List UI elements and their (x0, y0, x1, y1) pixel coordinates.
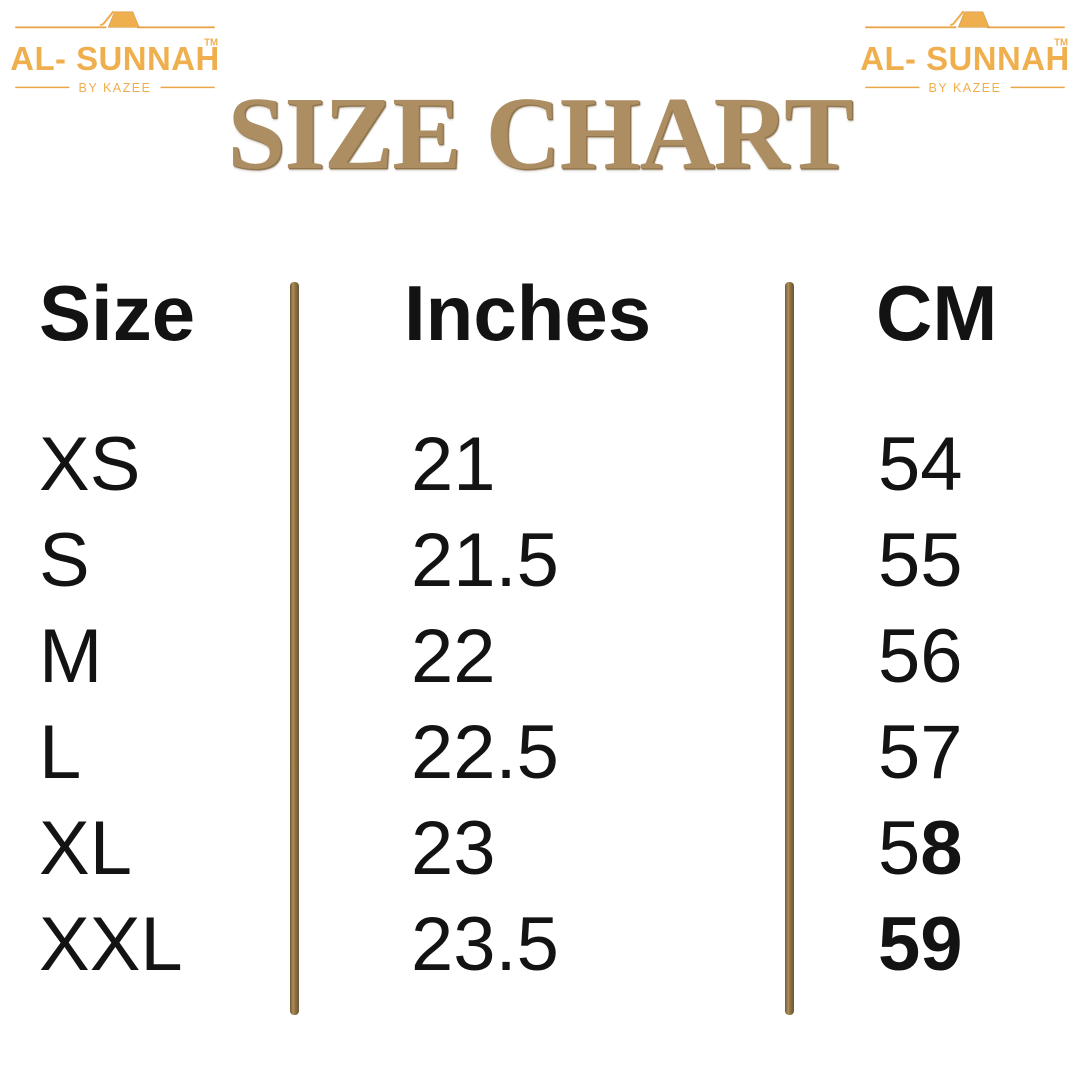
svg-text:TM: TM (1054, 38, 1068, 49)
svg-text:AL- SUNNAH: AL- SUNNAH (860, 40, 1070, 77)
svg-text:TM: TM (204, 38, 218, 49)
svg-text:AL- SUNNAH: AL- SUNNAH (10, 40, 220, 77)
